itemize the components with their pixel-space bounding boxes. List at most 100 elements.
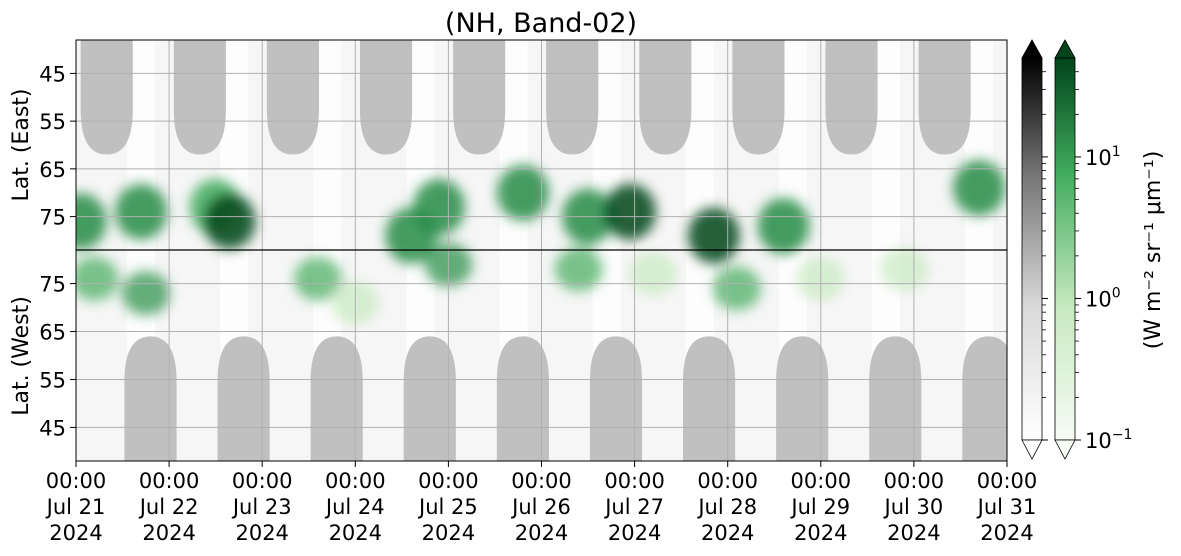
y-tick-label-west: 75 xyxy=(39,273,66,297)
colorbar-greens-body xyxy=(1054,57,1076,441)
y-tick-label-west: 45 xyxy=(39,416,66,440)
aurora-patch-east xyxy=(953,159,1006,216)
aurora-patch-east xyxy=(76,193,107,250)
x-tick-label: 00:00 Jul 21 2024 xyxy=(45,469,107,545)
x-tick-label: 00:00 Jul 31 2024 xyxy=(976,469,1038,545)
x-tick-label: 00:00 Jul 25 2024 xyxy=(417,469,479,545)
night-shade-west xyxy=(124,336,177,461)
colorbar-label: (W m⁻² sr⁻¹ μm⁻¹) xyxy=(1141,151,1166,350)
colorbar-greys xyxy=(1021,39,1043,460)
aurora-patch-east xyxy=(115,183,168,240)
y-tick-label-west: 65 xyxy=(39,321,66,345)
x-tick-year: 2024 xyxy=(608,521,661,545)
aurora-patch-west xyxy=(713,266,762,311)
night-shade-east xyxy=(732,40,785,155)
x-tick-year: 2024 xyxy=(887,521,940,545)
colorbar-greys-extend-bottom xyxy=(1021,439,1043,460)
night-shade-east xyxy=(546,40,599,155)
x-tick-label: 00:00 Jul 29 2024 xyxy=(789,469,851,545)
aurora-patch-west xyxy=(121,271,170,316)
x-tick-year: 2024 xyxy=(980,521,1033,545)
night-shade-west xyxy=(962,336,1007,461)
night-shade-east xyxy=(80,40,133,155)
x-tick-label: 00:00 Jul 23 2024 xyxy=(231,469,293,545)
chart-title: (NH, Band-02) xyxy=(445,8,637,39)
y-tick-label-east: 55 xyxy=(39,110,66,134)
x-tick-label: 00:00 Jul 24 2024 xyxy=(324,469,386,545)
x-tick-label: 00:00 Jul 30 2024 xyxy=(883,469,945,545)
colorbar-tick-label: 10−1 xyxy=(1085,427,1132,453)
aurora-patch-east xyxy=(687,207,740,264)
x-tick-date: Jul 25 xyxy=(417,495,478,519)
y-axis-label-east: Lat. (East) xyxy=(9,89,34,202)
x-tick-time: 00:00 xyxy=(604,469,665,493)
colorbar-tick-label: 101 xyxy=(1085,144,1121,170)
aurora-patch-west xyxy=(629,251,678,296)
colorbar-greens-extend-bottom xyxy=(1054,439,1076,460)
y-tick-label-east: 75 xyxy=(39,206,66,230)
x-tick-time: 00:00 xyxy=(232,469,293,493)
x-tick-time: 00:00 xyxy=(977,469,1038,493)
aurora-patch-east xyxy=(603,183,656,240)
x-tick-date: Jul 22 xyxy=(138,495,199,519)
colorbar-greys-extend-top xyxy=(1021,39,1043,59)
x-tick-label: 00:00 Jul 27 2024 xyxy=(603,469,665,545)
colorbar-greens xyxy=(1054,39,1076,460)
night-shade-west xyxy=(496,336,549,461)
x-tick-time: 00:00 xyxy=(325,469,386,493)
x-tick-date: Jul 21 xyxy=(45,495,106,519)
plot-area xyxy=(75,39,1008,462)
y-tick-label-east: 45 xyxy=(39,62,66,86)
night-shade-west xyxy=(776,336,829,461)
colorbar-ticks: 101 100 10−1 xyxy=(1042,71,1132,453)
x-tick-year: 2024 xyxy=(235,521,288,545)
aurora-patch-west xyxy=(554,247,603,292)
night-shade-west xyxy=(683,336,736,461)
x-tick-time: 00:00 xyxy=(791,469,852,493)
night-shade-east xyxy=(173,40,226,155)
night-shade-east xyxy=(266,40,319,155)
x-tick-date: Jul 24 xyxy=(324,495,385,519)
x-tick-date: Jul 29 xyxy=(789,495,850,519)
x-tick-time: 00:00 xyxy=(46,469,107,493)
x-tick-time: 00:00 xyxy=(139,469,200,493)
y-axis-label-west: Lat. (West) xyxy=(9,296,34,416)
night-shade-east xyxy=(825,40,878,155)
colorbar-greens-extend-top xyxy=(1054,39,1076,59)
night-shade-west xyxy=(589,336,643,461)
x-tick-date: Jul 30 xyxy=(883,495,944,519)
x-tick-label: 00:00 Jul 28 2024 xyxy=(696,469,758,545)
x-tick-time: 00:00 xyxy=(884,469,945,493)
night-shading xyxy=(80,40,1007,461)
x-tick-year: 2024 xyxy=(142,521,195,545)
night-shade-west xyxy=(217,336,270,461)
night-shade-east xyxy=(359,40,413,155)
x-tick-year: 2024 xyxy=(515,521,568,545)
x-tick-label: 00:00 Jul 26 2024 xyxy=(510,469,572,545)
aurora-patch-west xyxy=(294,256,343,301)
x-tick-year: 2024 xyxy=(422,521,475,545)
y-axis: 45 55 65 75 75 65 55 45 xyxy=(39,62,76,440)
colorbar-greys-body xyxy=(1021,57,1043,441)
aurora-patch-west xyxy=(880,247,929,292)
x-tick-year: 2024 xyxy=(49,521,102,545)
night-shade-east xyxy=(639,40,692,155)
colorbar-tick-label: 100 xyxy=(1085,285,1121,311)
x-tick-date: Jul 28 xyxy=(696,495,757,519)
x-tick-date: Jul 31 xyxy=(976,495,1037,519)
x-tick-year: 2024 xyxy=(794,521,847,545)
y-tick-label-west: 55 xyxy=(39,368,66,392)
night-shade-west xyxy=(869,336,922,461)
x-tick-year: 2024 xyxy=(329,521,382,545)
x-tick-date: Jul 23 xyxy=(231,495,292,519)
night-shade-west xyxy=(403,336,456,461)
x-tick-label: 00:00 Jul 22 2024 xyxy=(138,469,200,545)
night-shade-west xyxy=(310,336,363,461)
aurora-patch-east xyxy=(757,198,810,255)
aurora-patch-east xyxy=(203,193,256,250)
night-shade-east xyxy=(453,40,506,155)
aurora-patch-east xyxy=(496,164,549,221)
x-tick-year: 2024 xyxy=(701,521,754,545)
